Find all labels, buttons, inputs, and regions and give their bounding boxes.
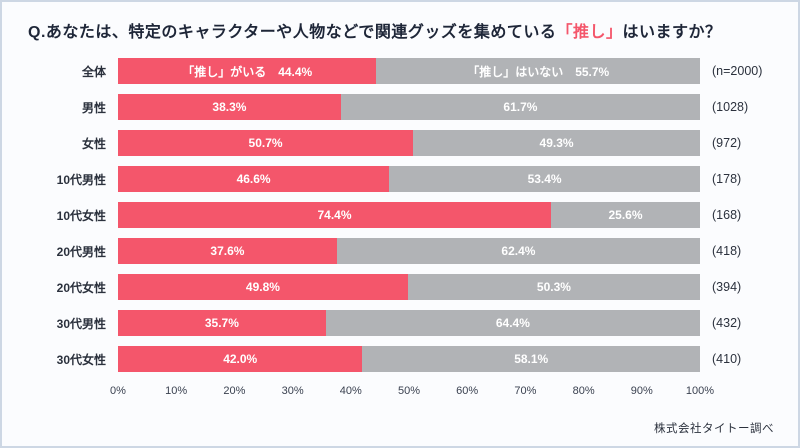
bar-track: 50.7% 49.3% (118, 130, 700, 156)
sample-size: (394) (712, 280, 742, 294)
category-label: 男性 (81, 100, 106, 115)
bar-segment-no: 64.4% (325, 310, 700, 336)
bar-segment-yes: 42.0% (118, 346, 363, 372)
chart-title-suffix: はいますか？ (622, 24, 722, 41)
bar-segment-yes: 50.7% (118, 130, 414, 156)
sample-size: (1028) (712, 100, 749, 114)
bar-track: 「推し」がいる 44.4% 「推し」はいない 55.7% (118, 58, 700, 84)
bar-segment-no: 58.1% (362, 346, 700, 372)
source-credit: 株式会社タイトー調べ (654, 423, 774, 435)
bar-segment-no: 53.4% (389, 166, 700, 192)
x-axis-tick-label: 50% (397, 385, 421, 397)
bar-track: 49.8% 50.3% (118, 274, 700, 300)
bar-segment-yes: 37.6% (118, 238, 337, 264)
bar-rows: 全体 「推し」がいる 44.4% 「推し」はいない 55.7% (n=2000) 男性 3… (22, 58, 778, 372)
bar-track: 42.0% 58.1% (118, 346, 700, 372)
category-label: 30代女性 (56, 352, 106, 367)
x-axis-tick-label: 0% (110, 385, 126, 397)
x-axis-tick-label: 30% (281, 385, 304, 397)
x-axis-tick-label: 100% (685, 385, 715, 397)
bar-segment-no: 25.6% (551, 202, 700, 228)
chart-title-highlight: 「推し」 (556, 24, 623, 41)
bar-segment-yes: 35.7% (118, 310, 326, 336)
bar-segment-yes: 49.8% (118, 274, 408, 300)
bar-track: 46.6% 53.4% (118, 166, 700, 192)
chart-title-prefix: Q.あなたは、特定のキャラクターや人物などで関連グッズを集めている (28, 24, 557, 41)
x-axis-tick-label: 40% (339, 385, 362, 397)
bar-row: 20代女性 49.8% 50.3% (394) (22, 274, 778, 300)
bar-segment-yes: 38.3% (118, 94, 341, 120)
bar-row: 女性 50.7% 49.3% (972) (22, 130, 778, 156)
category-label: 20代女性 (56, 280, 106, 295)
bar-track: 35.7% 64.4% (118, 310, 700, 336)
sample-size: (410) (712, 352, 742, 366)
x-axis-tick-label: 80% (572, 385, 595, 397)
bar-segment-yes: 「推し」がいる 44.4% (118, 58, 377, 84)
bar-row: 20代男性 37.6% 62.4% (418) (22, 238, 778, 264)
bar-row: 10代女性 74.4% 25.6% (168) (22, 202, 778, 228)
x-axis-tick-label: 70% (514, 385, 537, 397)
bar-segment-yes: 46.6% (118, 166, 390, 192)
category-label: 10代女性 (56, 208, 106, 223)
category-label: 全体 (81, 64, 106, 79)
sample-size: (n=2000) (712, 64, 763, 78)
chart-title: Q.あなたは、特定のキャラクターや人物などで関連グッズを集めている「推し」はいま… (22, 18, 778, 42)
sample-size: (168) (712, 208, 742, 222)
x-axis-tick-label: 60% (456, 385, 479, 397)
axis-ticks: 0% 10% 20% 30% 40% 50% 60% 70% 80% 90% 100% (110, 382, 714, 402)
x-axis-tick-label: 10% (165, 385, 188, 397)
bar-row: 男性 38.3% 61.7% (1028) (22, 94, 778, 120)
bar-row: 全体 「推し」がいる 44.4% 「推し」はいない 55.7% (n=2000) (22, 58, 778, 84)
x-axis-tick-label: 20% (223, 385, 246, 397)
sample-size: (418) (712, 244, 742, 258)
bar-segment-no: 49.3% (413, 130, 700, 156)
sample-size: (972) (712, 136, 742, 150)
bar-row: 30代男性 35.7% 64.4% (432) (22, 310, 778, 336)
bar-row: 30代女性 42.0% 58.1% (410) (22, 346, 778, 372)
x-axis-tick-label: 90% (630, 385, 653, 397)
category-label: 20代男性 (56, 244, 106, 259)
bar-track: 74.4% 25.6% (118, 202, 700, 228)
bar-segment-no: 61.7% (340, 94, 700, 120)
category-label: 10代男性 (56, 172, 106, 187)
bar-segment-no: 「推し」はいない 55.7% (376, 58, 700, 84)
stacked-bar-chart: 全体 「推し」がいる 44.4% 「推し」はいない 55.7% (n=2000) 男性 3… (22, 58, 778, 402)
bar-segment-no: 62.4% (336, 238, 700, 264)
category-label: 30代男性 (56, 316, 106, 331)
bar-segment-yes: 74.4% (118, 202, 551, 228)
bar-row: 10代男性 46.6% 53.4% (178) (22, 166, 778, 192)
sample-size: (432) (712, 316, 742, 330)
sample-size: (178) (712, 172, 742, 186)
bar-segment-no: 50.3% (407, 274, 700, 300)
bar-track: 38.3% 61.7% (118, 94, 700, 120)
bar-track: 37.6% 62.4% (118, 238, 700, 264)
x-axis: 0% 10% 20% 30% 40% 50% 60% 70% 80% 90% 100% (22, 382, 778, 402)
category-label: 女性 (81, 136, 106, 151)
